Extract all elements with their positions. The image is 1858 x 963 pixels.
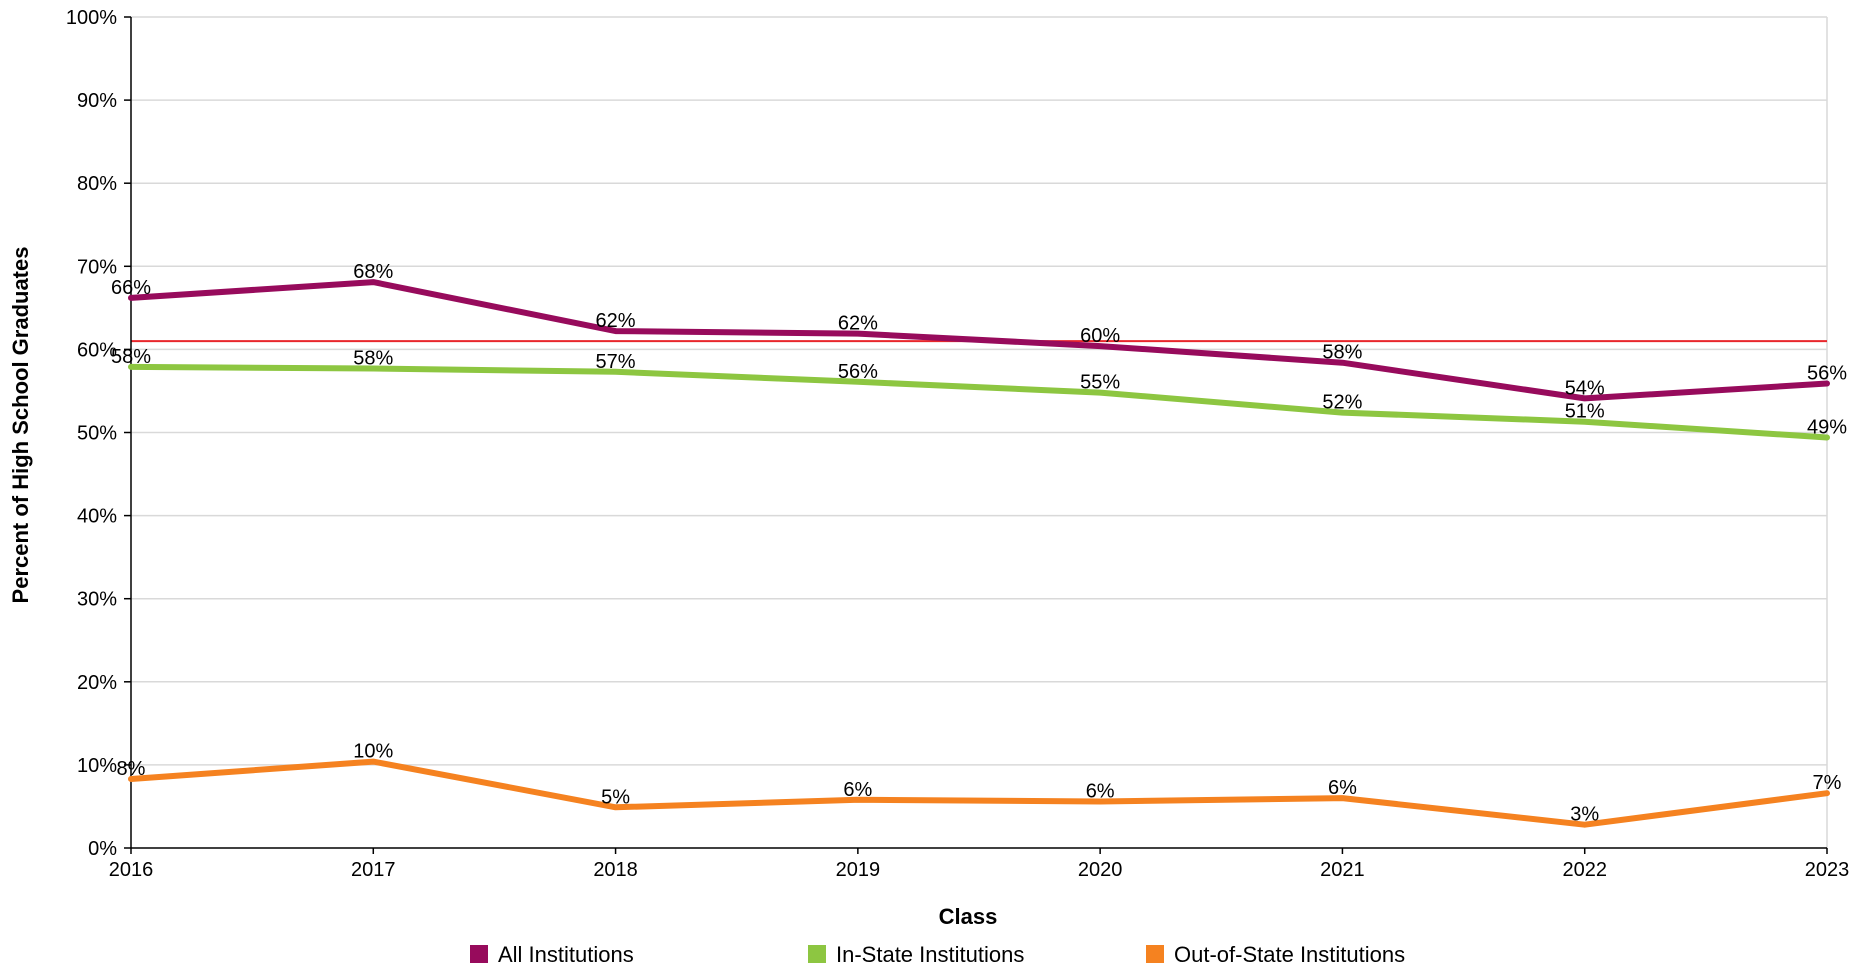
y-tick-label: 70% (77, 256, 117, 278)
y-tick-label: 90% (77, 90, 117, 112)
data-label: 56% (838, 361, 878, 383)
data-point (1582, 419, 1588, 425)
y-tick-label: 30% (77, 589, 117, 611)
y-tick-label: 0% (88, 838, 117, 860)
data-point (613, 804, 619, 810)
data-label: 66% (111, 277, 151, 299)
x-tick-label: 2022 (1562, 859, 1607, 881)
data-label: 52% (1322, 392, 1362, 414)
series-lines (128, 279, 1830, 828)
data-label: 7% (1813, 772, 1842, 794)
y-tick-label: 10% (77, 755, 117, 777)
data-label: 58% (1322, 342, 1362, 364)
data-label: 6% (1328, 777, 1357, 799)
data-point (128, 364, 134, 370)
y-axis-title: Percent of High School Graduates (8, 247, 33, 604)
legend: All Institutions In-State Institutions Out… (470, 942, 1405, 963)
data-point (370, 759, 376, 765)
x-tick-label: 2019 (836, 859, 881, 881)
x-axis-title: Class (939, 904, 998, 929)
legend-label: Out-of-State Institutions (1174, 942, 1405, 963)
data-point (1339, 360, 1345, 366)
data-label: 62% (838, 313, 878, 335)
legend-label: In-State Institutions (836, 942, 1024, 963)
data-point (370, 366, 376, 372)
data-label: 51% (1565, 401, 1605, 423)
data-label: 57% (596, 351, 636, 373)
data-label: 3% (1570, 804, 1599, 826)
data-label: 58% (111, 346, 151, 368)
legend-item: All Institutions (470, 942, 634, 963)
y-tick-label: 20% (77, 672, 117, 694)
data-point (1339, 795, 1345, 801)
data-label: 62% (596, 310, 636, 332)
series-line (128, 363, 1830, 441)
data-point (855, 331, 861, 337)
data-point (1824, 790, 1830, 796)
data-label: 8% (117, 758, 146, 780)
data-point (613, 328, 619, 334)
x-tick-label: 2016 (109, 859, 154, 881)
y-tick-label: 80% (77, 173, 117, 195)
x-tick-label: 2021 (1320, 859, 1365, 881)
data-label: 54% (1565, 377, 1605, 399)
data-point (1582, 395, 1588, 401)
y-tick-label: 50% (77, 423, 117, 445)
legend-swatch (808, 945, 826, 963)
data-point (128, 776, 134, 782)
data-label: 56% (1807, 362, 1847, 384)
tick-labels: 0% 10% 20% 30% 40% 50% 60% 70% 80% 90% 100% 2016 201… (66, 7, 1849, 881)
data-labels: 66% 68% 62% 62% 60% 58% 54% 56% 58% 58% 57% 56% 55% 5… (111, 261, 1847, 826)
axes (124, 16, 1828, 854)
y-tick-label: 40% (77, 506, 117, 528)
x-tick-label: 2017 (351, 859, 396, 881)
data-point (1582, 822, 1588, 828)
data-label: 6% (1086, 780, 1115, 802)
series-line (128, 279, 1830, 402)
data-point (1339, 410, 1345, 416)
legend-swatch (1146, 945, 1164, 963)
data-point (1097, 798, 1103, 804)
data-label: 68% (353, 261, 393, 283)
data-point (370, 279, 376, 285)
data-point (1824, 380, 1830, 386)
x-tick-label: 2018 (593, 859, 638, 881)
x-tick-label: 2020 (1078, 859, 1123, 881)
legend-item: Out-of-State Institutions (1146, 942, 1405, 963)
gridlines (131, 16, 1828, 848)
data-label: 10% (353, 741, 393, 763)
data-point (1097, 343, 1103, 349)
data-label: 49% (1807, 416, 1847, 438)
legend-label: All Institutions (498, 942, 634, 963)
data-point (1097, 390, 1103, 396)
data-point (128, 295, 134, 301)
data-label: 5% (601, 786, 630, 808)
data-label: 60% (1080, 325, 1120, 347)
y-tick-label: 60% (77, 339, 117, 361)
data-label: 58% (353, 348, 393, 370)
data-point (855, 797, 861, 803)
data-point (613, 369, 619, 375)
data-point (855, 379, 861, 385)
legend-item: In-State Institutions (808, 942, 1024, 963)
x-tick-label: 2023 (1805, 859, 1850, 881)
legend-swatch (470, 945, 488, 963)
y-tick-label: 100% (66, 7, 117, 29)
data-point (1824, 434, 1830, 440)
series-line (128, 758, 1830, 828)
data-label: 55% (1080, 372, 1120, 394)
data-label: 6% (843, 779, 872, 801)
